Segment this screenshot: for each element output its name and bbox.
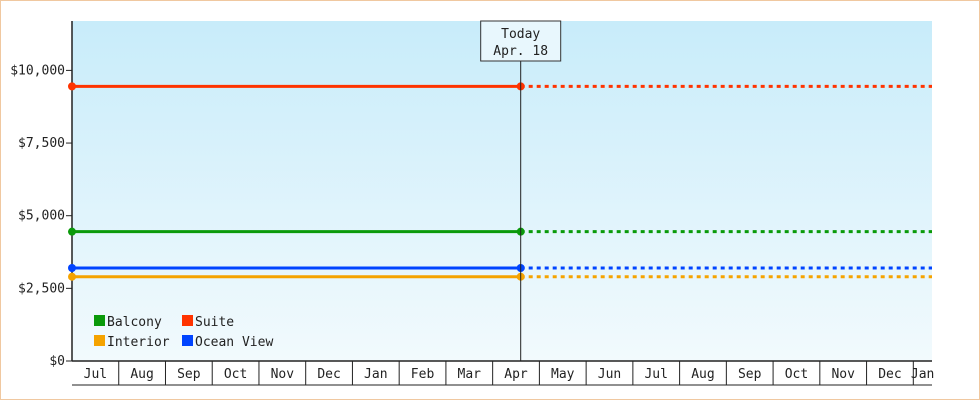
y-tick-label: $0 <box>49 354 65 369</box>
legend-swatch <box>182 335 193 346</box>
x-tick-label: Aug <box>130 367 153 382</box>
legend: Balcony Suite Interior Ocean View <box>94 315 273 350</box>
legend-label: Interior <box>107 335 170 350</box>
x-tick-label: Sep <box>738 367 762 382</box>
today-label: Today <box>501 27 540 42</box>
x-tick-label: May <box>551 367 575 382</box>
legend-label: Balcony <box>107 315 162 330</box>
x-tick-label: Dec <box>878 367 901 382</box>
legend-label: Suite <box>195 315 234 330</box>
x-tick-label: Oct <box>785 367 808 382</box>
x-tick-label: Jun <box>598 367 621 382</box>
y-tick-label: $2,500 <box>18 281 65 296</box>
plot-area <box>72 21 932 361</box>
series-layer <box>68 82 932 281</box>
today-marker: Today Apr. 18 <box>480 20 562 361</box>
legend-swatch <box>94 335 105 346</box>
x-axis: Jul Aug Sep Oct Nov Dec Jan Feb Mar Apr May Jun Jul A… <box>72 360 934 386</box>
x-tick-label: Apr <box>504 367 528 382</box>
y-tick-label: $7,500 <box>18 136 65 151</box>
legend-swatch <box>94 315 105 326</box>
x-tick-label: Sep <box>177 367 201 382</box>
x-tick-label: Dec <box>317 367 340 382</box>
x-tick-label: Aug <box>691 367 714 382</box>
x-tick-label: Nov <box>271 367 295 382</box>
x-tick-label: Jan <box>364 367 387 382</box>
series-point-interior <box>68 272 76 281</box>
today-box <box>480 20 562 62</box>
x-tick-label: Mar <box>458 367 482 382</box>
x-tick-label: Oct <box>224 367 247 382</box>
x-tick-label: Nov <box>831 367 855 382</box>
legend-swatch <box>182 315 193 326</box>
x-tick-label: Jul <box>84 367 107 382</box>
series-point-suite <box>68 82 76 91</box>
today-date: Apr. 18 <box>493 44 548 59</box>
legend-label: Ocean View <box>195 335 273 350</box>
y-tick-label: $5,000 <box>18 209 65 224</box>
x-tick-label: Feb <box>411 367 435 382</box>
x-tick-label: Jul <box>644 367 667 382</box>
series-point-ocean-view <box>68 264 76 273</box>
series-point-balcony <box>68 227 76 236</box>
x-tick-label: Jan <box>911 367 934 382</box>
y-axis: $0 $2,500 $5,000 $7,500 $10,000 <box>10 21 73 369</box>
y-tick-label: $10,000 <box>10 63 65 78</box>
